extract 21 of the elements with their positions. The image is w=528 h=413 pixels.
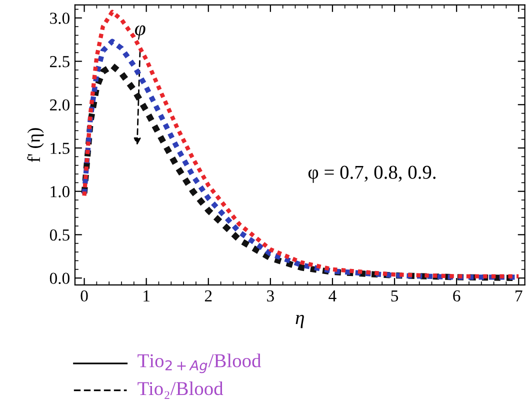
y-tick-label: 1.0 [50,186,70,198]
x-tick-label: 1 [144,290,150,302]
text: Tio$_{2+Ag}$/Blood [138,354,262,374]
annotation: φ [134,25,146,40]
x-axis-title: η [296,314,304,328]
x-tick-label: 7 [516,290,522,302]
x-tick-label: 6 [453,290,460,302]
x-tick-label: 4 [328,290,336,302]
y-axis-title: f' (η) [27,128,44,162]
y-tick-label: 2.0 [50,99,70,111]
x-tick-label: 0 [80,290,88,302]
annotation: φ = 0.7, 0.8, 0.9. [308,166,436,183]
x-tick-label: 2 [204,290,212,302]
y-tick-label: 3.0 [50,12,70,24]
y-tick-label: 2.5 [50,56,70,68]
y-tick-label: 1.5 [50,142,70,154]
x-tick-label: 3 [267,290,274,302]
x-tick-label: 5 [391,290,398,302]
y-tick-label: 0.5 [50,229,70,241]
y-tick-label: 0.0 [50,272,70,284]
text: Tio₂/Blood [138,381,224,399]
